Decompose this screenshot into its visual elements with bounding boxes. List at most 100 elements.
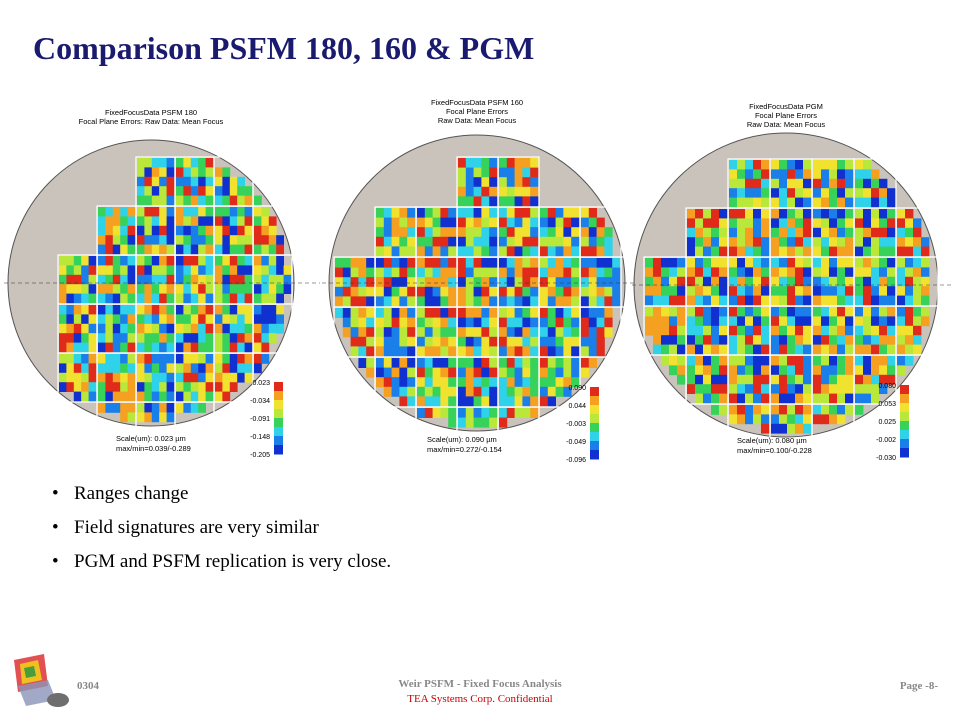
exposure-field [811,452,855,465]
exposure-field [291,303,320,354]
panel-header-line1: FixedFocusData PSFM 160 [431,98,523,107]
color-scale-tick: -0.030 [876,455,896,462]
exposure-field [853,452,897,465]
exposure-field [937,305,952,356]
exposure-field [213,205,254,256]
bullet-text: PGM and PSFM replication is very close. [74,551,392,572]
wafer-map-psfm160: FixedFocusData PSFM 160 Focal Plane Erro… [322,98,638,465]
bullet-item: • Ranges change [52,480,391,514]
bullet-item: • Field signatures are very similar [52,514,391,548]
exposure-field [769,305,813,356]
exposure-field [643,354,687,405]
slide-title: Comparison PSFM 180, 160 & PGM [33,30,535,66]
color-scale-tick: 0.023 [252,380,270,387]
footer-confidential: TEA Systems Corp. Confidential [407,693,553,705]
exposure-field [456,356,499,408]
exposure-field [174,254,215,305]
color-scale-tick: -0.002 [876,437,896,444]
exposure-field [497,206,540,258]
exposure-field [374,206,417,258]
footer-center: Weir PSFM - Fixed Focus Analysis TEA Sys… [330,678,630,705]
color-scale-tick: -0.034 [250,398,270,405]
exposure-field [497,306,540,358]
exposure-field [538,206,581,258]
exposure-field [135,156,176,207]
exposure-field [174,303,215,354]
exposure-field [415,306,458,358]
bullet-text: Field signatures are very similar [74,517,319,538]
color-scale-tick: -0.091 [250,416,270,423]
exposure-field [853,305,897,356]
exposure-field [579,306,622,358]
exposure-field [252,401,293,452]
color-scale-bar: 0.080 0.053 0.025 -0.002 -0.030 [876,383,909,462]
exposure-field [57,303,98,354]
exposure-field [685,354,729,405]
footer-subject: Weir PSFM - Fixed Focus Analysis [398,678,562,690]
exposure-field [333,256,376,308]
exposure-field [135,254,176,305]
exposure-field [456,206,499,258]
exposure-field [174,205,215,256]
exposure-field [685,207,729,258]
exposure-field [333,306,376,358]
exposure-fields [333,156,638,465]
exposure-field [497,156,540,208]
panel-header-line1: FixedFocusData PSFM 180 [105,108,197,117]
exposure-field [96,303,137,354]
exposure-field [579,406,622,458]
color-scale-tick: -0.096 [566,457,586,464]
color-scale-tick: 0.044 [568,403,586,410]
exposure-field [643,256,687,307]
color-scale-tick: -0.148 [250,434,270,441]
exposure-field [769,452,813,465]
wafer-map-psfm180: FixedFocusData PSFM 180 Focal Plane Erro… [4,108,320,465]
exposure-field [456,456,499,465]
exposure-field [374,306,417,358]
exposure-field [811,158,855,209]
exposure-field [291,205,320,256]
exposure-field [96,205,137,256]
exposure-field [174,156,215,207]
exposure-field [57,352,98,403]
color-scale-tick: -0.049 [566,439,586,446]
exposure-field [538,306,581,358]
exposure-field [937,354,952,405]
exposure-field [497,406,540,458]
exposure-field [769,354,813,405]
exposure-field [579,206,622,258]
wafer-panel-psfm180: FixedFocusData PSFM 180 Focal Plane Erro… [4,95,320,465]
color-scale-tick: -0.205 [250,452,270,459]
exposure-field [456,306,499,358]
exposure-field [96,254,137,305]
bullet-dot: • [52,483,59,504]
exposure-field [415,356,458,408]
exposure-fields [643,158,952,465]
exposure-field [57,254,98,305]
page-number: Page -8- [899,680,938,692]
exposure-field [456,256,499,308]
exposure-field [727,354,771,405]
exposure-field [291,156,320,207]
exposure-field [456,156,499,208]
exposure-field [895,403,939,454]
exposure-field [374,256,417,308]
exposure-field [497,356,540,408]
exposure-field [853,158,897,209]
exposure-field [769,158,813,209]
bullet-text: Ranges change [74,483,189,504]
exposure-field [538,456,581,465]
color-scale-bar: 0.090 0.044 -0.003 -0.049 -0.096 [566,385,599,464]
exposure-field [538,256,581,308]
panel-header-line2: Focal Plane Errors [755,111,817,120]
scale-label: Scale(um): 0.023 µm [116,434,186,443]
color-scale-tick: 0.053 [878,401,896,408]
exposure-field [291,352,320,403]
exposure-field [213,254,254,305]
exposure-field [252,254,293,305]
exposure-field [174,450,215,465]
exposure-field [727,403,771,454]
exposure-field [769,256,813,307]
exposure-field [620,356,638,408]
bullet-dot: • [52,551,59,572]
